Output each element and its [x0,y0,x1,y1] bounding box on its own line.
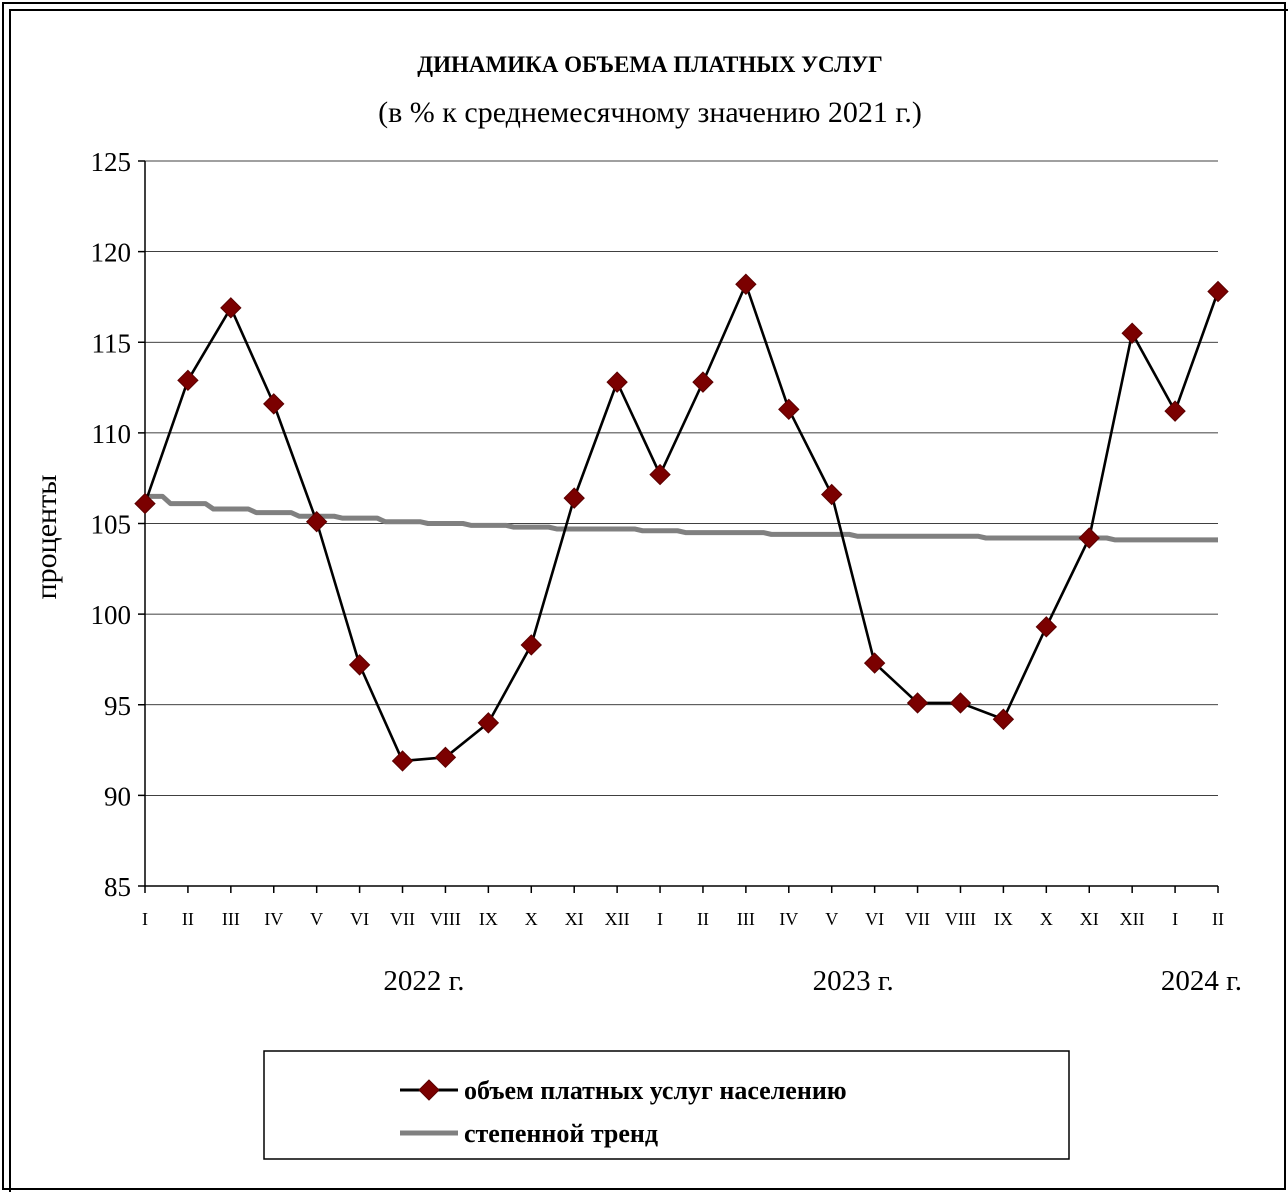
data-point [1207,280,1229,303]
inner-frame [9,9,1288,1192]
data-point [778,398,800,421]
y-tick-label: 85 [104,872,131,902]
data-point [692,371,714,393]
x-tick-label: XII [1120,909,1145,929]
x-tick-label: V [310,909,323,929]
x-tick-label: VIII [430,909,461,929]
data-point [1035,616,1058,638]
x-tick-label: V [825,909,838,929]
x-tick-label: XII [605,909,630,929]
data-point [434,746,457,769]
data-point [520,634,542,656]
data-point [821,483,843,506]
legend-label-series-0: объем платных услуг населению [464,1076,847,1105]
x-tick-label: VI [350,909,369,929]
y-tick-label: 95 [104,691,131,721]
data-point [1164,400,1186,422]
data-point [1121,322,1143,344]
x-tick-label: XI [565,909,584,929]
x-tick-label: II [697,909,709,929]
data-point [134,492,156,515]
x-tick-label: IV [779,909,798,929]
x-tick-label: I [657,909,663,929]
x-tick-label: IX [994,909,1013,929]
chart-subtitle: (в % к среднемесячному значению 2021 г.) [378,96,922,129]
y-tick-label: 90 [104,781,131,811]
data-point [1078,527,1100,549]
y-tick-label: 110 [92,419,132,449]
data-point [606,371,628,393]
data-point [348,654,371,676]
x-tick-labels: I II III IV V VI VII VIII IX X XI XII I II III IV V VI VII… [142,909,1224,929]
x-tick-label: II [182,909,194,929]
data-point [391,750,414,772]
data-point [305,510,328,533]
data-point [477,712,500,734]
y-tick-label: 105 [91,510,132,540]
x-tick-label: III [737,909,755,929]
gridlines [145,160,1218,796]
x-tick-label: VII [905,909,930,929]
legend: объем платных услуг населению степенной … [263,1050,1070,1160]
x-tick-label: VIII [945,909,976,929]
legend-marker-series-0 [418,1079,440,1101]
x-tick-label: XI [1080,909,1099,929]
y-tick-labels: 85 90 95 100 105 110 115 120 125 [91,147,132,902]
year-label: 2022 г. [383,965,464,997]
legend-box [263,1050,1070,1160]
axes [138,160,1219,893]
y-tick-label: 100 [91,600,132,630]
x-tick-label: VI [865,909,884,929]
year-label: 2024 г. [1161,965,1242,997]
y-tick-label: 125 [91,147,132,177]
x-tick-label: II [1212,909,1224,929]
data-point [263,393,285,415]
x-tick-label: IX [479,909,498,929]
x-tick-label: I [1172,909,1178,929]
y-axis-label: проценты [30,475,63,600]
y-tick-label: 120 [91,238,132,268]
x-tick-label: X [1040,909,1053,929]
data-point [735,273,757,295]
data-point [992,708,1015,730]
chart-title: ДИНАМИКА ОБЪЕМА ПЛАТНЫХ УСЛУГ [417,52,882,77]
data-point [649,463,671,486]
series-line-trend [145,493,1218,543]
x-tick-label: VII [390,909,415,929]
data-point [220,297,242,319]
y-tick-label: 115 [92,328,132,358]
year-labels: 2022 г. 2023 г. 2024 г. [383,965,1242,997]
x-tick-label: IV [264,909,283,929]
series-line-main [143,282,1220,763]
data-point [563,487,585,509]
x-tick-label: X [525,909,538,929]
data-point [949,692,972,714]
x-tick-label: III [222,909,240,929]
year-label: 2023 г. [813,965,894,997]
series [134,273,1229,772]
data-point [177,369,199,392]
data-point [863,652,886,674]
data-point [906,692,929,714]
x-tick-label: I [142,909,148,929]
legend-label-series-1: степенной тренд [464,1119,658,1148]
